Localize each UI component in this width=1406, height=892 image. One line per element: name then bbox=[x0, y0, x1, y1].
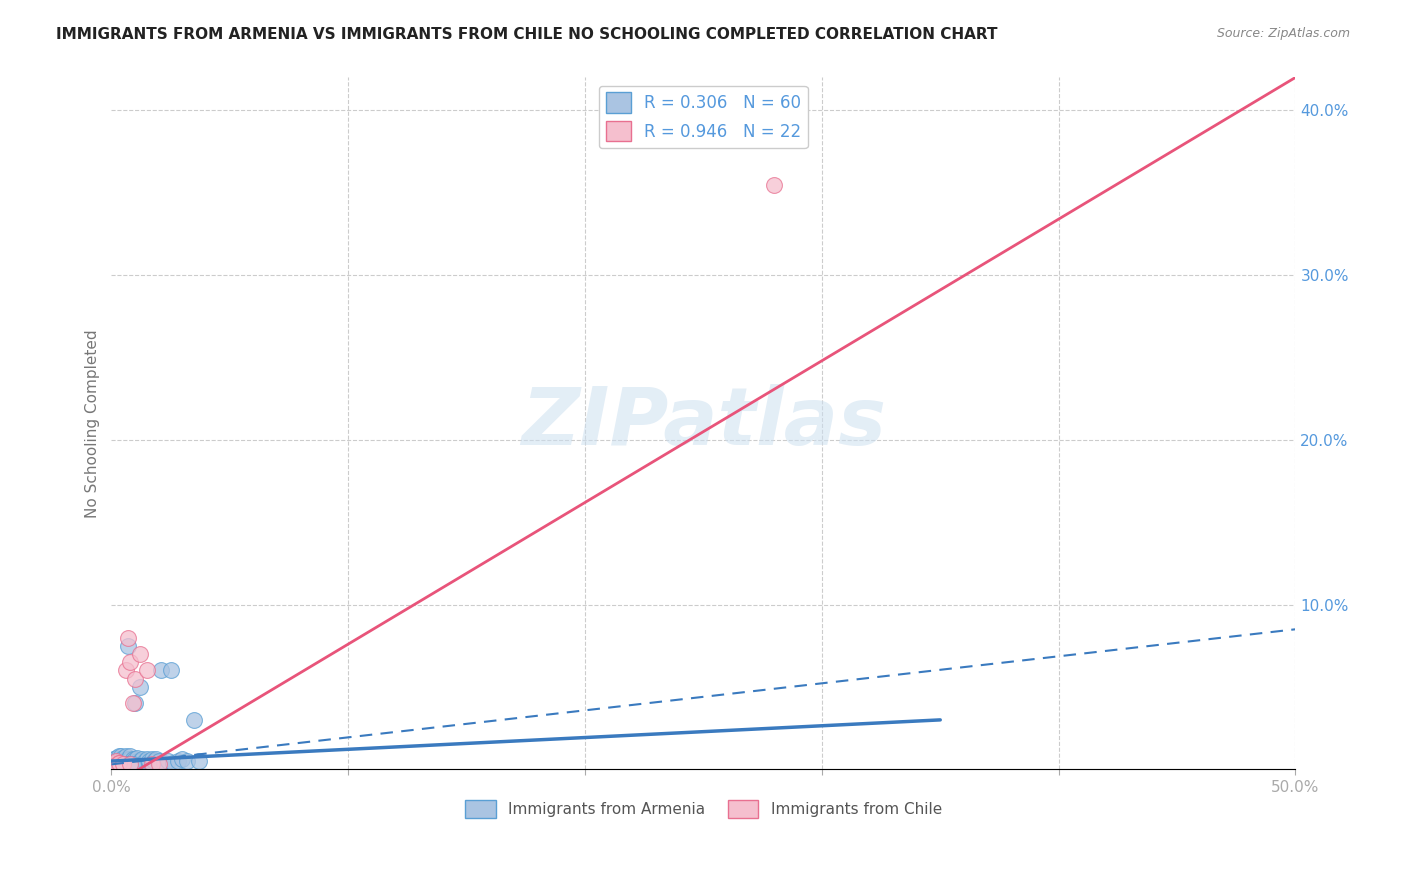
Point bbox=[117, 639, 139, 653]
Point bbox=[763, 178, 786, 192]
Text: IMMIGRANTS FROM ARMENIA VS IMMIGRANTS FROM CHILE NO SCHOOLING COMPLETED CORRELAT: IMMIGRANTS FROM ARMENIA VS IMMIGRANTS FR… bbox=[56, 27, 998, 42]
Point bbox=[103, 759, 125, 773]
Point bbox=[152, 756, 174, 770]
Point bbox=[112, 751, 135, 765]
Point bbox=[114, 752, 136, 766]
Point bbox=[103, 756, 125, 770]
Point bbox=[138, 754, 160, 768]
Text: ZIPatlas: ZIPatlas bbox=[522, 384, 886, 462]
Legend: Immigrants from Armenia, Immigrants from Chile: Immigrants from Armenia, Immigrants from… bbox=[458, 794, 948, 824]
Point bbox=[150, 664, 173, 678]
Point bbox=[172, 752, 194, 766]
Point bbox=[120, 757, 142, 772]
Point bbox=[136, 752, 159, 766]
Point bbox=[105, 759, 128, 773]
Point bbox=[141, 752, 163, 766]
Point bbox=[127, 754, 149, 768]
Point bbox=[136, 664, 159, 678]
Point bbox=[112, 757, 135, 772]
Point bbox=[188, 754, 211, 768]
Point bbox=[121, 757, 143, 772]
Point bbox=[131, 752, 153, 766]
Point bbox=[107, 757, 129, 772]
Point bbox=[145, 752, 167, 766]
Point bbox=[120, 752, 142, 766]
Point bbox=[112, 757, 135, 772]
Text: Source: ZipAtlas.com: Source: ZipAtlas.com bbox=[1216, 27, 1350, 40]
Point bbox=[120, 749, 142, 764]
Point bbox=[105, 757, 128, 772]
Point bbox=[110, 757, 132, 772]
Point bbox=[128, 754, 150, 768]
Point bbox=[141, 757, 163, 772]
Point bbox=[112, 757, 135, 772]
Point bbox=[124, 672, 146, 686]
Point bbox=[107, 757, 129, 772]
Point bbox=[110, 756, 132, 770]
Point bbox=[148, 757, 170, 772]
Point bbox=[121, 697, 143, 711]
Point bbox=[121, 754, 143, 768]
Point bbox=[105, 754, 128, 768]
Point bbox=[103, 752, 125, 766]
Point bbox=[112, 756, 135, 770]
Point bbox=[128, 680, 150, 694]
Point bbox=[117, 752, 139, 766]
Point bbox=[117, 631, 139, 645]
Point bbox=[114, 749, 136, 764]
Y-axis label: No Schooling Completed: No Schooling Completed bbox=[86, 329, 100, 517]
Point bbox=[117, 756, 139, 770]
Point bbox=[110, 749, 132, 764]
Point bbox=[112, 757, 135, 772]
Point bbox=[128, 647, 150, 661]
Point bbox=[176, 754, 198, 768]
Point bbox=[114, 664, 136, 678]
Point bbox=[117, 757, 139, 772]
Point bbox=[148, 754, 170, 768]
Point bbox=[110, 752, 132, 766]
Point bbox=[121, 752, 143, 766]
Point bbox=[107, 754, 129, 768]
Point bbox=[124, 752, 146, 766]
Point bbox=[134, 754, 156, 768]
Point bbox=[103, 757, 125, 772]
Point bbox=[124, 697, 146, 711]
Point bbox=[112, 754, 135, 768]
Point bbox=[127, 751, 149, 765]
Point bbox=[103, 756, 125, 770]
Point bbox=[183, 713, 205, 727]
Point bbox=[120, 756, 142, 770]
Point bbox=[107, 756, 129, 770]
Point bbox=[120, 655, 142, 669]
Point bbox=[105, 754, 128, 768]
Point bbox=[110, 757, 132, 772]
Point bbox=[105, 757, 128, 772]
Point bbox=[143, 754, 166, 768]
Point bbox=[107, 757, 129, 772]
Point bbox=[166, 754, 188, 768]
Point bbox=[107, 756, 129, 770]
Point bbox=[120, 757, 142, 772]
Point bbox=[157, 754, 180, 768]
Point bbox=[114, 757, 136, 772]
Point bbox=[105, 751, 128, 765]
Point bbox=[107, 749, 129, 764]
Point bbox=[162, 756, 184, 770]
Point bbox=[107, 752, 129, 766]
Point bbox=[114, 756, 136, 770]
Point bbox=[159, 664, 181, 678]
Point bbox=[124, 756, 146, 770]
